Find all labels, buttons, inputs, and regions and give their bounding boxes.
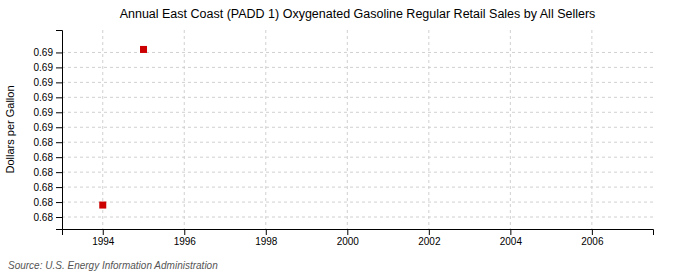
tick-mark bbox=[510, 229, 511, 235]
tick-label: 0.69 bbox=[34, 92, 54, 103]
tick-mark bbox=[592, 229, 593, 235]
grid-line bbox=[265, 30, 266, 229]
tick-label: 1998 bbox=[255, 236, 278, 247]
tick: 0.68 bbox=[34, 212, 62, 223]
tick: 0.68 bbox=[34, 182, 62, 193]
tick-label: 2000 bbox=[337, 236, 360, 247]
tick: 1994 bbox=[92, 229, 115, 247]
tick: 1996 bbox=[174, 229, 197, 247]
axis-line bbox=[56, 31, 63, 230]
tick: 0.68 bbox=[34, 137, 62, 148]
tick-label: 2006 bbox=[581, 236, 604, 247]
tick-mark bbox=[56, 67, 62, 68]
x-axis: 1994 1996 1998 2000 2002 2004 2006 bbox=[63, 229, 654, 247]
tick-label: 0.69 bbox=[34, 107, 54, 118]
tick: 2006 bbox=[581, 229, 604, 247]
grid-line bbox=[347, 30, 348, 229]
axis-line bbox=[63, 230, 654, 236]
tick-label: 0.68 bbox=[34, 212, 54, 223]
grid-line bbox=[62, 52, 653, 53]
tick-label: 0.68 bbox=[34, 197, 54, 208]
grid-line bbox=[62, 217, 653, 218]
tick: 0.68 bbox=[34, 197, 62, 208]
grid-line bbox=[62, 157, 653, 158]
grid-line bbox=[62, 67, 653, 68]
tick-mark bbox=[347, 229, 348, 235]
grid-line bbox=[591, 30, 592, 229]
grid-line bbox=[428, 30, 429, 229]
tick: 0.68 bbox=[34, 152, 62, 163]
tick-mark bbox=[56, 82, 62, 83]
tick: 0.69 bbox=[34, 92, 62, 103]
tick: 0.69 bbox=[34, 47, 62, 58]
grid-line bbox=[62, 82, 653, 83]
points bbox=[99, 46, 147, 209]
tick-mark bbox=[56, 142, 62, 143]
tick: 0.69 bbox=[34, 107, 62, 118]
tick: 2004 bbox=[500, 229, 523, 247]
y-axis-label: Dollars per Gallon bbox=[4, 85, 16, 173]
chart: 19941996199820002002200420060.680.680.68… bbox=[0, 0, 675, 275]
grid-line bbox=[62, 172, 653, 173]
tick-mark bbox=[56, 157, 62, 158]
tick-mark bbox=[56, 187, 62, 188]
tick-mark bbox=[56, 97, 62, 98]
tick-label: 0.68 bbox=[34, 182, 54, 193]
tick-label: 2002 bbox=[418, 236, 441, 247]
tick-label: 1996 bbox=[174, 236, 197, 247]
grid-line bbox=[62, 112, 653, 113]
tick: 0.69 bbox=[34, 62, 62, 73]
tick-label: 0.68 bbox=[34, 152, 54, 163]
tick: 0.68 bbox=[34, 167, 62, 178]
grid-line bbox=[62, 202, 653, 203]
tick-label: 0.68 bbox=[34, 167, 54, 178]
grid-line bbox=[184, 30, 185, 229]
tick-mark bbox=[56, 52, 62, 53]
tick: 0.69 bbox=[34, 122, 62, 133]
tick-mark bbox=[56, 112, 62, 113]
tick-label: 0.69 bbox=[34, 77, 54, 88]
point bbox=[99, 202, 106, 209]
tick-mark bbox=[266, 229, 267, 235]
grid-line bbox=[62, 142, 653, 143]
point bbox=[140, 46, 147, 53]
tick: 1998 bbox=[255, 229, 278, 247]
y-axis: 0.68 0.68 0.68 0.68 0.68 0.68 0.69 0.69 0.69 0.69… bbox=[34, 31, 63, 230]
grid-line bbox=[102, 30, 103, 229]
annotation: Source: U.S. Energy Information Administ… bbox=[8, 260, 218, 271]
grid-line bbox=[62, 187, 653, 188]
tick-mark bbox=[184, 229, 185, 235]
tick-mark bbox=[103, 229, 104, 235]
plot-area: 19941996199820002002200420060.680.680.68… bbox=[34, 30, 654, 247]
tick-label: 0.69 bbox=[34, 122, 54, 133]
grid bbox=[62, 30, 653, 229]
tick-label: 1994 bbox=[92, 236, 115, 247]
tick-label: 0.69 bbox=[34, 47, 54, 58]
tick-mark bbox=[429, 229, 430, 235]
tick-label: 0.68 bbox=[34, 137, 54, 148]
tick-label: 0.69 bbox=[34, 62, 54, 73]
tick-mark bbox=[56, 202, 62, 203]
tick-mark bbox=[56, 217, 62, 218]
grid-line bbox=[510, 30, 511, 229]
tick: 0.69 bbox=[34, 77, 62, 88]
tick-label: 2004 bbox=[500, 236, 523, 247]
tick-mark bbox=[56, 127, 62, 128]
tick: 2000 bbox=[337, 229, 360, 247]
tick: 2002 bbox=[418, 229, 441, 247]
tick-mark bbox=[56, 172, 62, 173]
grid-line bbox=[62, 97, 653, 98]
title: Annual East Coast (PADD 1) Oxygenated Ga… bbox=[120, 7, 596, 21]
grid-line bbox=[62, 127, 653, 128]
